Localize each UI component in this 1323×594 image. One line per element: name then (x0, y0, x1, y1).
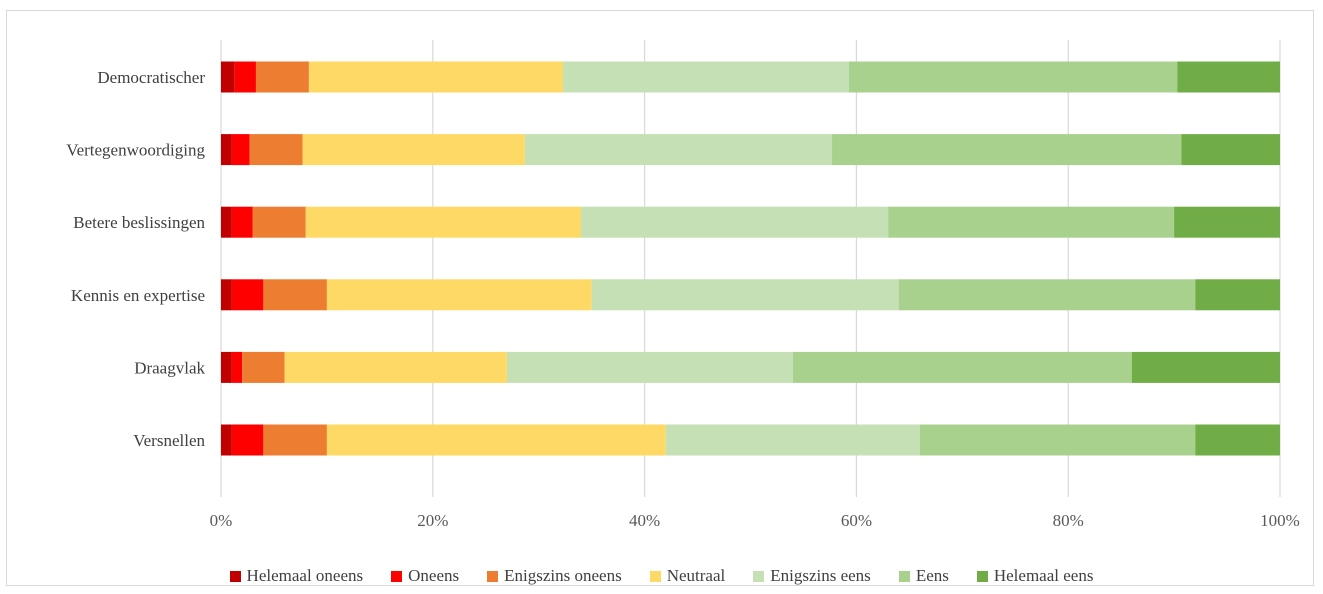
bar-segment (221, 206, 232, 238)
bar-segment (1195, 424, 1280, 456)
bar-segment (263, 424, 327, 456)
bar-segment (308, 61, 564, 93)
x-tick-label: 100% (1260, 511, 1300, 530)
bar-segment (231, 279, 264, 311)
bar-segment (221, 134, 232, 166)
bar-segment (1174, 206, 1280, 238)
legend-item: Helemaal eens (976, 566, 1094, 586)
x-tick-label: 40% (629, 511, 660, 530)
x-tick-label: 60% (841, 511, 872, 530)
bar-segment (848, 61, 1178, 93)
bar-segment (792, 351, 1132, 383)
x-tick-label: 0% (210, 511, 233, 530)
bar-segment (221, 351, 232, 383)
bar-segment (665, 424, 920, 456)
bar-segment (326, 424, 666, 456)
category-label: Betere beslissingen (73, 213, 205, 232)
legend-label: Eens (915, 566, 949, 585)
bar-segment (249, 134, 303, 166)
legend-swatch (391, 570, 403, 582)
bar-segment (221, 61, 235, 93)
bar-segment (231, 134, 250, 166)
bar-segment (591, 279, 899, 311)
x-tick-label: 20% (417, 511, 448, 530)
bar-segment (302, 134, 525, 166)
legend-swatch (976, 570, 988, 582)
bar-segment (242, 351, 285, 383)
bar-segment (1195, 279, 1280, 311)
legend-item: Enigszins eens (753, 566, 871, 586)
legend-item: Eens (898, 566, 949, 586)
legend-item: Oneens (391, 566, 459, 586)
bar-segment (506, 351, 793, 383)
category-labels: Democratischer Vertegenwoordiging Betere b… (66, 68, 205, 450)
bar-segment (888, 206, 1175, 238)
legend-swatch (487, 570, 499, 582)
legend-label: Enigszins oneens (504, 566, 622, 585)
bar-segment (1181, 134, 1280, 166)
category-label: Versnellen (133, 431, 205, 450)
legend-item: Neutraal (649, 566, 726, 586)
bar-segment (919, 424, 1196, 456)
legend-label: Enigszins eens (770, 566, 871, 585)
bar-segment (255, 61, 309, 93)
bar-segment (252, 206, 306, 238)
gridlines (220, 40, 1281, 497)
category-label: Democratischer (97, 68, 205, 87)
legend-label: Neutraal (666, 566, 726, 585)
bar-segment (231, 351, 243, 383)
category-label: Draagvlak (134, 358, 205, 377)
bar-segment (1177, 61, 1280, 93)
bar-segment (524, 134, 833, 166)
legend-swatch (753, 570, 765, 582)
bar-segment (284, 351, 507, 383)
legend-label: Helemaal eens (993, 566, 1094, 585)
bar-segment (898, 279, 1196, 311)
legend-swatch (898, 570, 910, 582)
bars (221, 61, 1280, 456)
bar-segment (326, 279, 592, 311)
legend-item: Helemaal oneens (229, 566, 364, 586)
bar-segment (563, 61, 849, 93)
bar-segment (231, 424, 264, 456)
legend-label: Helemaal oneens (246, 566, 364, 585)
bar-segment (231, 206, 253, 238)
legend-item: Enigszins oneens (487, 566, 622, 586)
bar-segment (234, 61, 256, 93)
category-label: Vertegenwoordiging (66, 141, 205, 160)
legend-label: Oneens (408, 566, 460, 585)
bar-segment (221, 279, 232, 311)
bar-segment (581, 206, 889, 238)
x-axis-ticks: 0% 20% 40% 60% 80% 100% (210, 511, 1300, 530)
legend-swatch (649, 570, 661, 582)
bar-segment (305, 206, 582, 238)
bar-segment (1131, 351, 1280, 383)
x-tick-label: 80% (1053, 511, 1084, 530)
bar-segment (832, 134, 1182, 166)
category-label: Kennis en expertise (71, 286, 205, 305)
legend-swatch (229, 570, 241, 582)
bar-segment (221, 424, 232, 456)
bar-segment (263, 279, 327, 311)
legend: Helemaal oneens Oneens Enigszins oneens Neu… (0, 563, 1323, 589)
